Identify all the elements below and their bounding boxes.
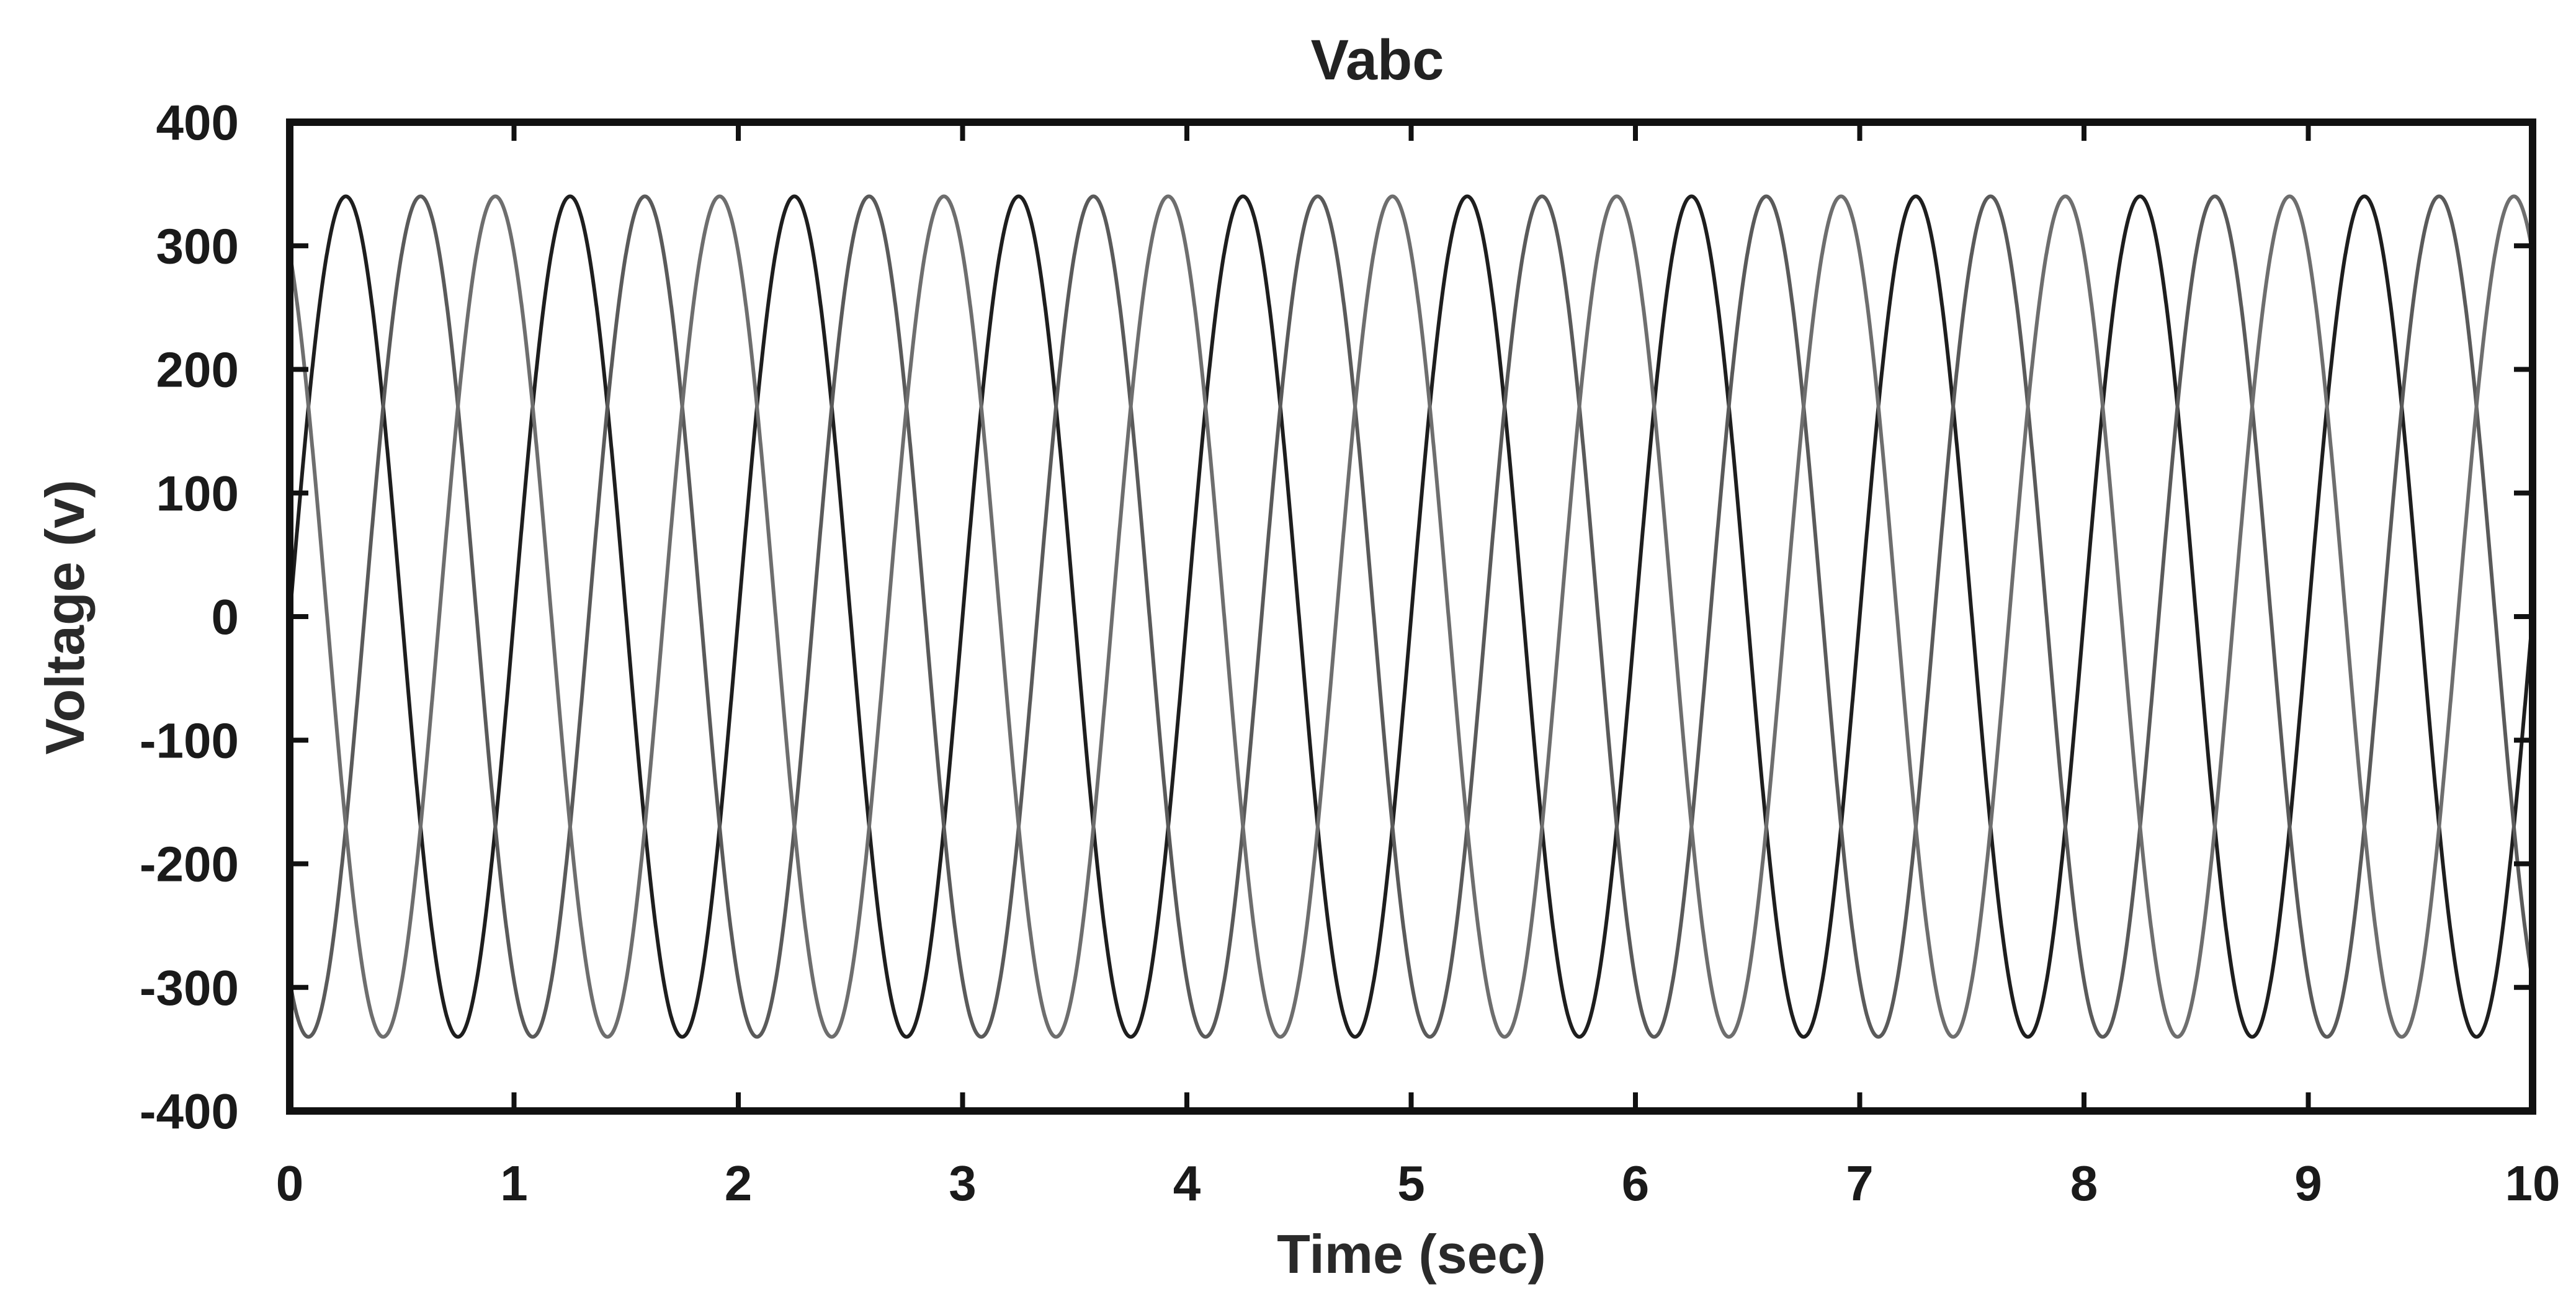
y-tick-label: -200 <box>140 837 239 892</box>
y-tick-label: -300 <box>140 960 239 1015</box>
y-ticks-layer: 400 300 200 100 0 -100 -200 -300 -400 <box>140 95 2533 1139</box>
y-tick-label: 100 <box>156 466 239 521</box>
x-tick-label: 4 <box>1173 1156 1201 1211</box>
x-tick-label: 0 <box>276 1156 304 1211</box>
y-axis-label: Voltage (v) <box>34 480 96 754</box>
x-tick-label: 6 <box>1622 1156 1650 1211</box>
y-tick-label: 200 <box>156 342 239 398</box>
x-tick-label: 5 <box>1397 1156 1425 1211</box>
x-tick-label: 10 <box>2505 1156 2560 1211</box>
series-line-1 <box>288 194 2534 1039</box>
series-layer <box>288 194 2534 1039</box>
y-tick-label: 400 <box>156 95 239 150</box>
x-tick-label: 7 <box>1846 1156 1874 1211</box>
y-tick-label: -400 <box>140 1084 239 1139</box>
series-line-3 <box>288 194 2534 1039</box>
x-tick-label: 3 <box>949 1156 977 1211</box>
x-tick-label: 1 <box>500 1156 528 1211</box>
x-axis-label: Time (sec) <box>1277 1223 1546 1285</box>
x-tick-label: 9 <box>2294 1156 2322 1211</box>
plot-area: 0 1 2 3 4 5 6 7 8 9 10 400 300 200 100 0 -100 -200 -300 -4… <box>140 95 2560 1211</box>
x-tick-label: 8 <box>2070 1156 2098 1211</box>
y-tick-label: 300 <box>156 218 239 274</box>
y-tick-label: -100 <box>140 713 239 768</box>
x-ticks-layer: 0 1 2 3 4 5 6 7 8 9 10 <box>276 122 2560 1211</box>
series-line-2 <box>288 194 2534 1039</box>
chart-title: Vabc <box>1311 29 1444 92</box>
x-tick-label: 2 <box>725 1156 753 1211</box>
y-tick-label: 0 <box>212 589 239 645</box>
